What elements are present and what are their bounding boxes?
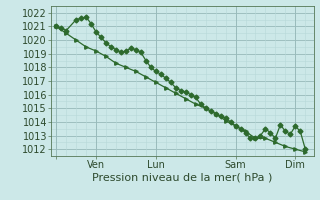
X-axis label: Pression niveau de la mer( hPa ): Pression niveau de la mer( hPa ) [92, 173, 273, 183]
